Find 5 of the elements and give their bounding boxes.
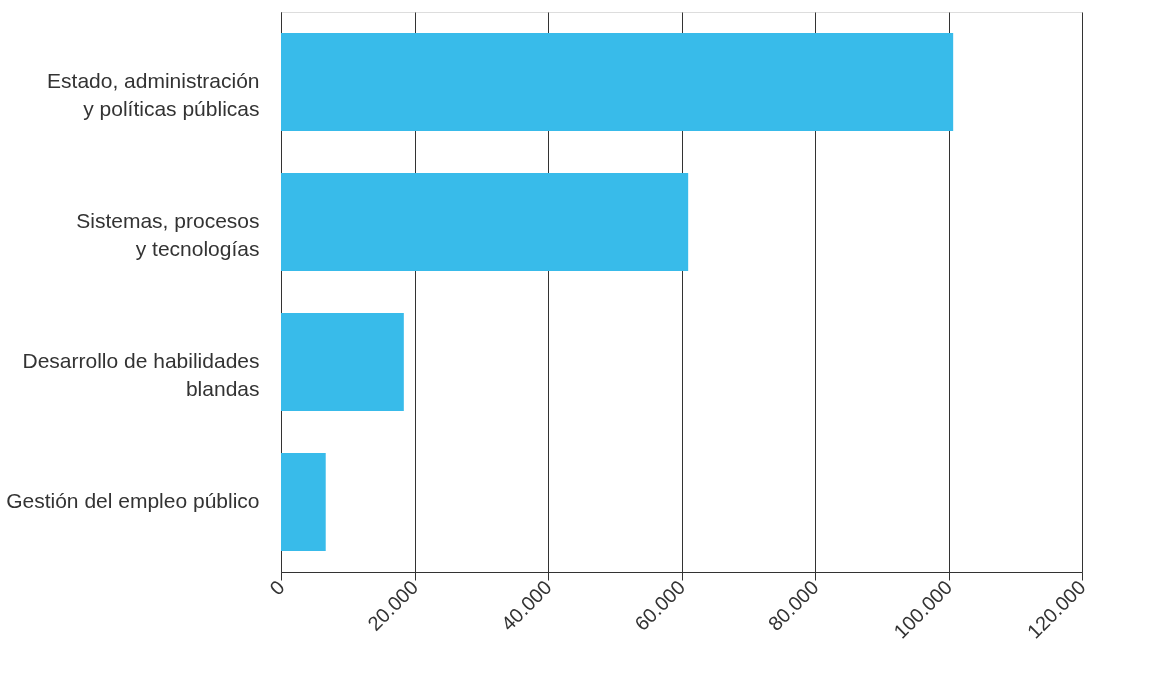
y-tick-label: Gestión del empleo público [6, 489, 260, 512]
y-tick-label: Estado, administración y políticas públicas [47, 69, 260, 120]
y-tick-label: Desarrollo de habilidades blandas [22, 349, 260, 400]
x-tick-label: 0 [265, 576, 289, 600]
y-tick-label: Sistemas, procesos y tecnologías [76, 209, 260, 260]
